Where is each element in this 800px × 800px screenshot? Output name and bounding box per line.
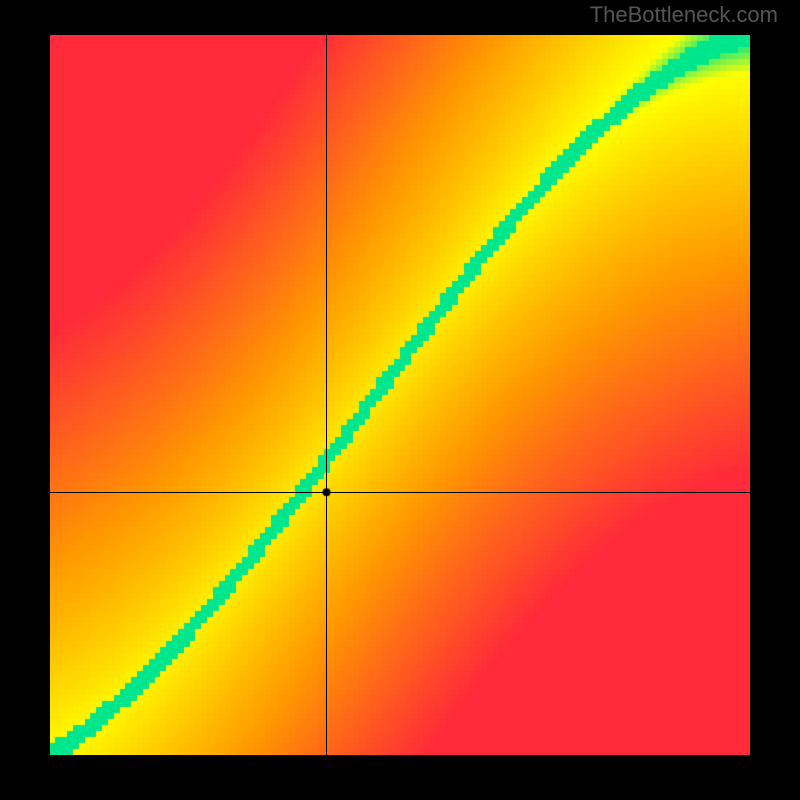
chart-container: { "watermark": "TheBottleneck.com", "can…	[0, 0, 800, 800]
watermark-text: TheBottleneck.com	[590, 2, 778, 28]
plot-area	[50, 35, 750, 755]
crosshair-marker	[50, 35, 750, 755]
crosshair-vertical	[326, 35, 327, 755]
crosshair-horizontal	[50, 492, 750, 493]
